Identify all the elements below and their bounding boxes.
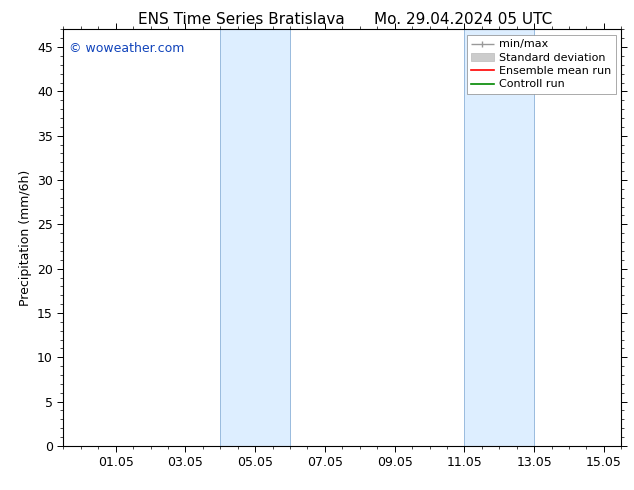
Y-axis label: Precipitation (mm/6h): Precipitation (mm/6h) xyxy=(18,170,32,306)
Text: ENS Time Series Bratislava: ENS Time Series Bratislava xyxy=(138,12,344,27)
Text: © woweather.com: © woweather.com xyxy=(69,42,184,55)
Legend: min/max, Standard deviation, Ensemble mean run, Controll run: min/max, Standard deviation, Ensemble me… xyxy=(467,35,616,94)
Bar xyxy=(221,29,290,446)
Text: Mo. 29.04.2024 05 UTC: Mo. 29.04.2024 05 UTC xyxy=(373,12,552,27)
Bar xyxy=(464,29,534,446)
